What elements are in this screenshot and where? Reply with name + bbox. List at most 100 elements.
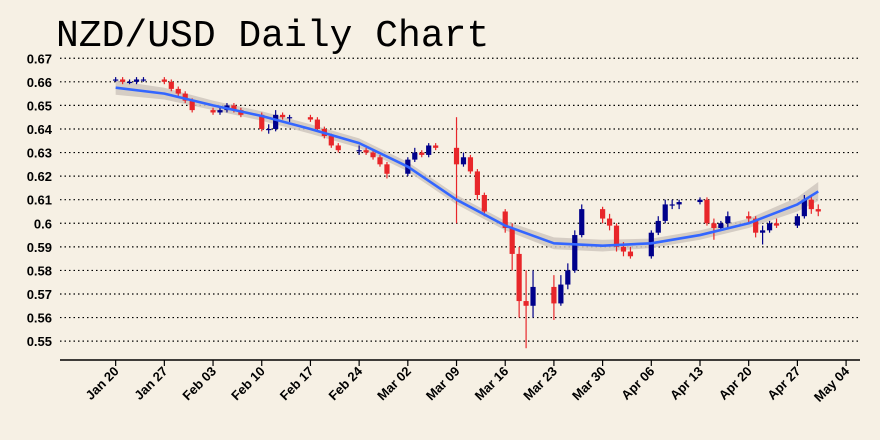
candle: [433, 143, 439, 151]
candle-body: [210, 110, 216, 113]
candle-body: [718, 223, 724, 228]
candle: [676, 199, 682, 210]
candle: [419, 150, 425, 158]
y-tick-label: 0.6: [34, 216, 52, 231]
candle: [481, 192, 487, 217]
candle: [662, 199, 668, 224]
candle-body: [606, 218, 613, 226]
candle: [704, 197, 710, 226]
candle: [175, 86, 181, 96]
candle-body: [697, 199, 703, 203]
candle: [760, 225, 766, 245]
candle-body: [453, 147, 460, 165]
candle-body: [161, 79, 167, 82]
candle-body: [182, 93, 188, 101]
candle-body: [189, 100, 195, 111]
candle-body: [467, 157, 474, 172]
candle: [426, 143, 432, 158]
y-tick-label: 0.65: [27, 98, 52, 113]
candle: [655, 216, 661, 236]
candle: [523, 270, 529, 349]
candle-body: [370, 152, 376, 158]
candle-body: [676, 202, 682, 205]
candle-body: [474, 171, 480, 195]
candle: [168, 79, 174, 92]
y-tick-label: 0.67: [27, 51, 52, 66]
candle-body: [801, 199, 807, 217]
candle: [120, 77, 126, 85]
candle-body: [286, 117, 293, 119]
candle-body: [766, 223, 773, 231]
candle-body: [620, 246, 627, 252]
candle: [697, 197, 703, 205]
candle: [766, 220, 773, 233]
candle: [363, 147, 369, 155]
candle-body: [627, 251, 634, 257]
candle-body: [140, 79, 147, 81]
candle-body: [377, 157, 383, 165]
candle: [558, 275, 564, 306]
candle-body: [815, 209, 821, 212]
y-tick-label: 0.55: [27, 334, 52, 349]
candle-body: [412, 152, 418, 160]
chart-title: NZD/USD Daily Chart: [56, 15, 489, 58]
candle: [113, 77, 119, 82]
candle: [815, 204, 821, 217]
candle-body: [273, 114, 279, 129]
candle: [613, 223, 620, 252]
candle-body: [231, 105, 237, 111]
candle-body: [460, 157, 467, 165]
y-tick-label: 0.59: [27, 240, 52, 255]
candle: [600, 206, 606, 224]
candle-body: [808, 199, 814, 210]
candle: [460, 152, 467, 167]
candle-body: [530, 286, 536, 306]
candle-body: [266, 128, 272, 131]
candle-body: [126, 81, 133, 84]
candle: [307, 114, 314, 122]
y-tick-label: 0.62: [27, 169, 52, 184]
candle-body: [794, 216, 800, 226]
candle: [453, 117, 460, 224]
candle-body: [551, 286, 557, 304]
candle-body: [662, 204, 668, 221]
y-tick-label: 0.58: [27, 263, 52, 278]
candle: [210, 107, 216, 115]
candle: [725, 211, 731, 228]
candle: [627, 246, 634, 259]
candle-body: [259, 114, 265, 129]
y-tick-label: 0.64: [27, 122, 53, 137]
candle: [280, 112, 286, 120]
candle: [356, 145, 362, 155]
y-tick-label: 0.57: [27, 287, 52, 302]
candle: [794, 213, 800, 228]
candle: [384, 161, 390, 179]
candle-body: [509, 227, 515, 254]
candle: [711, 218, 717, 240]
trend-line: [115, 86, 819, 247]
candle: [530, 270, 536, 318]
y-tick-label: 0.63: [27, 146, 52, 161]
candle: [133, 77, 140, 85]
y-tick-label: 0.56: [27, 311, 52, 326]
candle: [606, 213, 613, 231]
candle-body: [565, 270, 571, 285]
candle: [266, 124, 272, 134]
candle-body: [773, 223, 780, 226]
candle-body: [328, 136, 334, 146]
candle-body: [558, 284, 564, 304]
candle: [551, 275, 557, 320]
candle: [669, 199, 675, 210]
candle: [217, 107, 223, 115]
candle-body: [746, 216, 752, 219]
candle: [335, 143, 341, 153]
y-tick-label: 0.61: [27, 193, 52, 208]
candle-body: [168, 81, 174, 89]
candle-body: [314, 119, 320, 129]
candle: [182, 91, 188, 104]
candle-body: [113, 79, 119, 81]
candle-body: [579, 209, 585, 236]
candle: [161, 77, 167, 85]
y-tick-label: 0.66: [27, 75, 52, 90]
